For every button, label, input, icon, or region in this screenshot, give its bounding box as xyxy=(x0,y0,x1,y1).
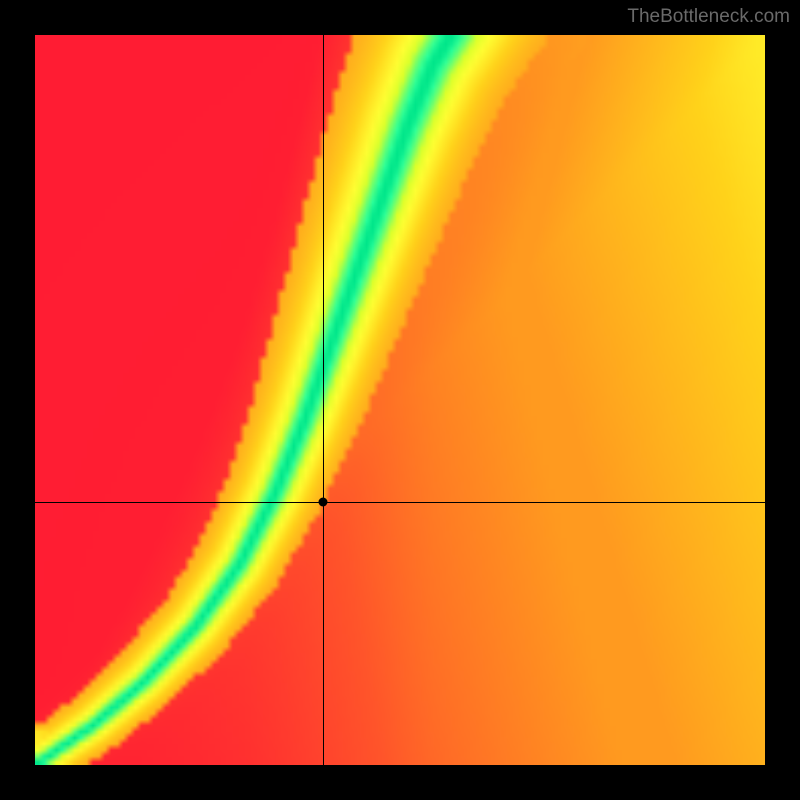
crosshair-vertical xyxy=(323,35,324,765)
heatmap-plot xyxy=(35,35,765,765)
watermark-text: TheBottleneck.com xyxy=(627,6,790,28)
crosshair-dot xyxy=(319,498,328,507)
heatmap-canvas xyxy=(35,35,765,765)
crosshair-horizontal xyxy=(35,502,765,503)
